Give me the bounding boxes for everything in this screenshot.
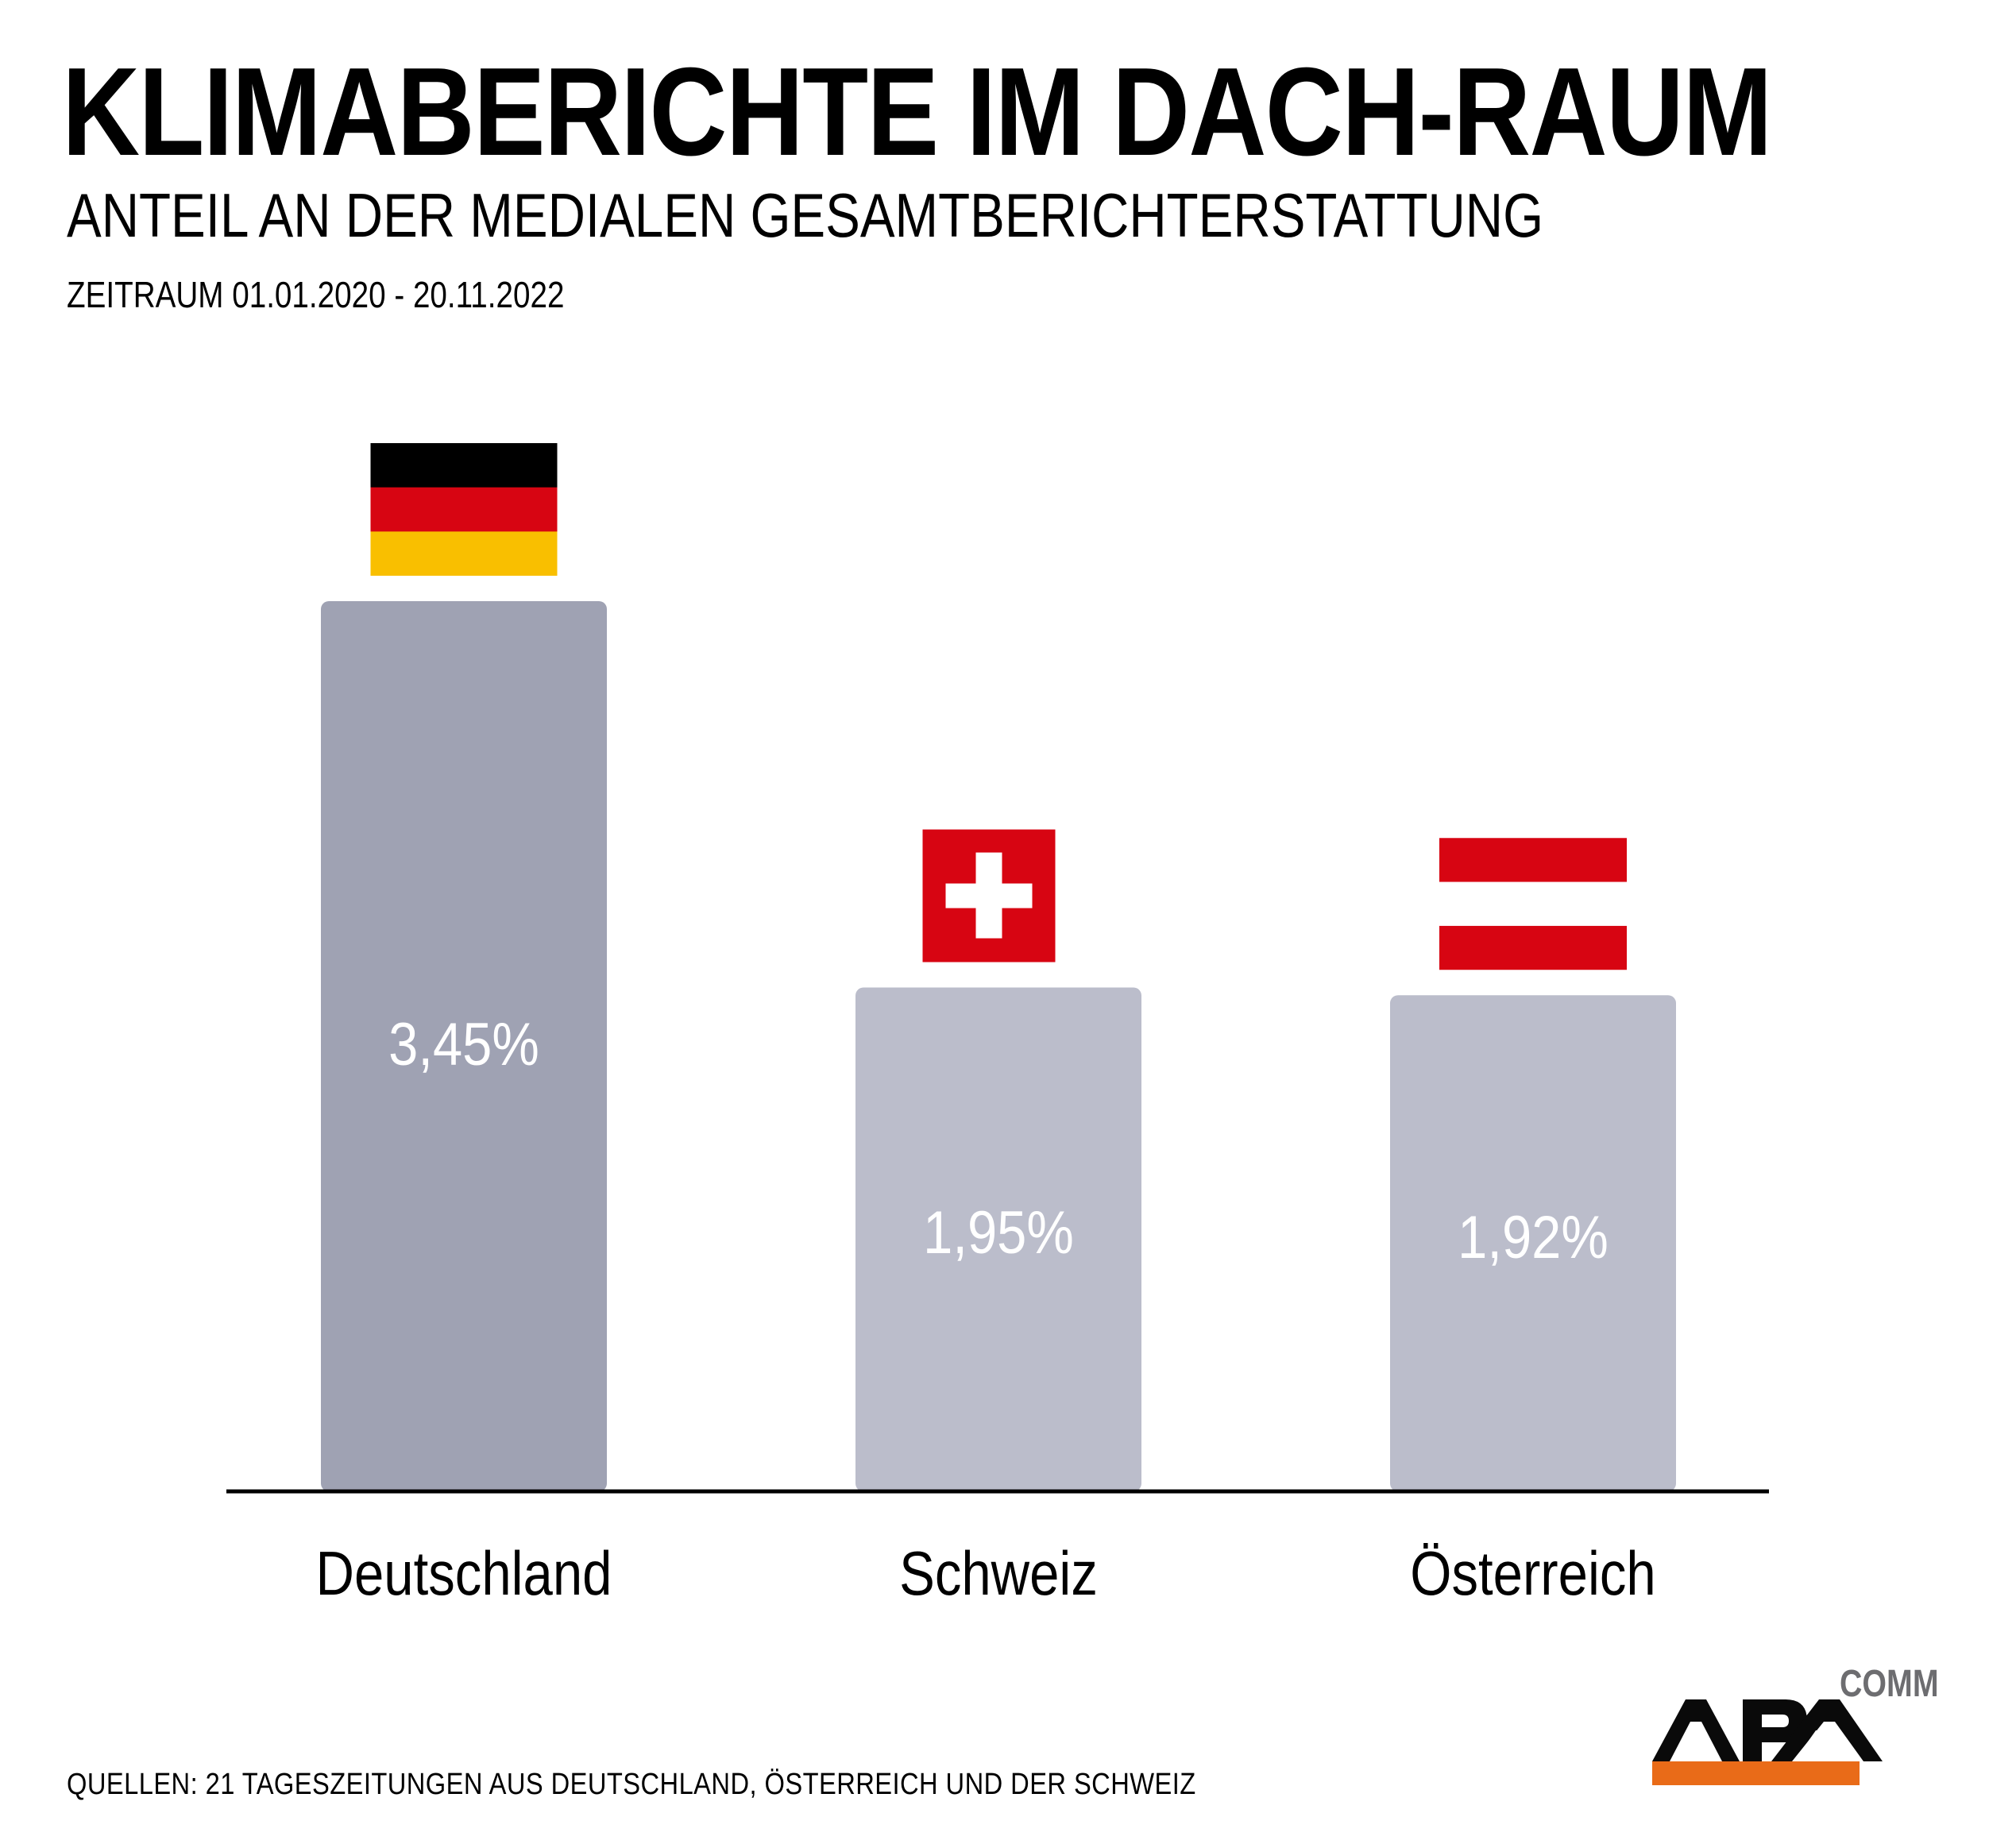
apa-letter-a2 (1771, 1699, 1883, 1761)
source-note: QUELLEN: 21 TAGESZEITUNGEN AUS DEUTSCHLA… (67, 1768, 1196, 1801)
flags-layer (370, 443, 1627, 970)
bar-value-label: 1,92% (1458, 1204, 1609, 1272)
logo-suffix: COMM (1840, 1663, 1939, 1705)
flag-stripe-red (370, 487, 558, 533)
bar-österreich (1390, 995, 1676, 1491)
bar-value-label: 1,95% (923, 1199, 1074, 1267)
bar-deutschland (321, 601, 607, 1491)
apa-letter-a1 (1652, 1699, 1740, 1761)
chart-period: ZEITRAUM 01.01.2020 - 20.11.2022 (67, 274, 565, 315)
flag-stripe-black (370, 443, 558, 488)
apa-logo-icon (1652, 1699, 1883, 1785)
category-label: Österreich (1410, 1538, 1656, 1608)
category-label: Schweiz (899, 1538, 1098, 1608)
bars-layer (321, 601, 1676, 1491)
chart-subtitle: ANTEIL AN DER MEDIALEN GESAMTBERICHTERST… (67, 180, 1544, 250)
apa-comm-logo: COMM (1644, 1664, 1962, 1799)
apa-letter-p (1743, 1699, 1807, 1761)
apa-a1-counter (1679, 1730, 1713, 1744)
flag-stripe-red-bottom (1439, 925, 1627, 970)
switzerland-flag-icon (922, 829, 1056, 962)
apa-orange-band (1652, 1761, 1860, 1785)
flag-stripe-red-top (1439, 838, 1627, 882)
chart-title: KLIMABERICHTE IM DACH-RAUM (62, 42, 1773, 182)
germany-flag-icon (370, 443, 558, 576)
apa-a2-counter (1806, 1730, 1849, 1744)
category-label: Deutschland (315, 1538, 612, 1608)
austria-flag-icon (1439, 838, 1627, 970)
flag-cross-horizontal (945, 883, 1033, 908)
bar-schweiz (855, 987, 1141, 1491)
flag-stripe-gold (370, 531, 558, 576)
flag-stripe-white (1439, 881, 1627, 926)
bar-value-label: 3,45% (388, 1011, 539, 1078)
